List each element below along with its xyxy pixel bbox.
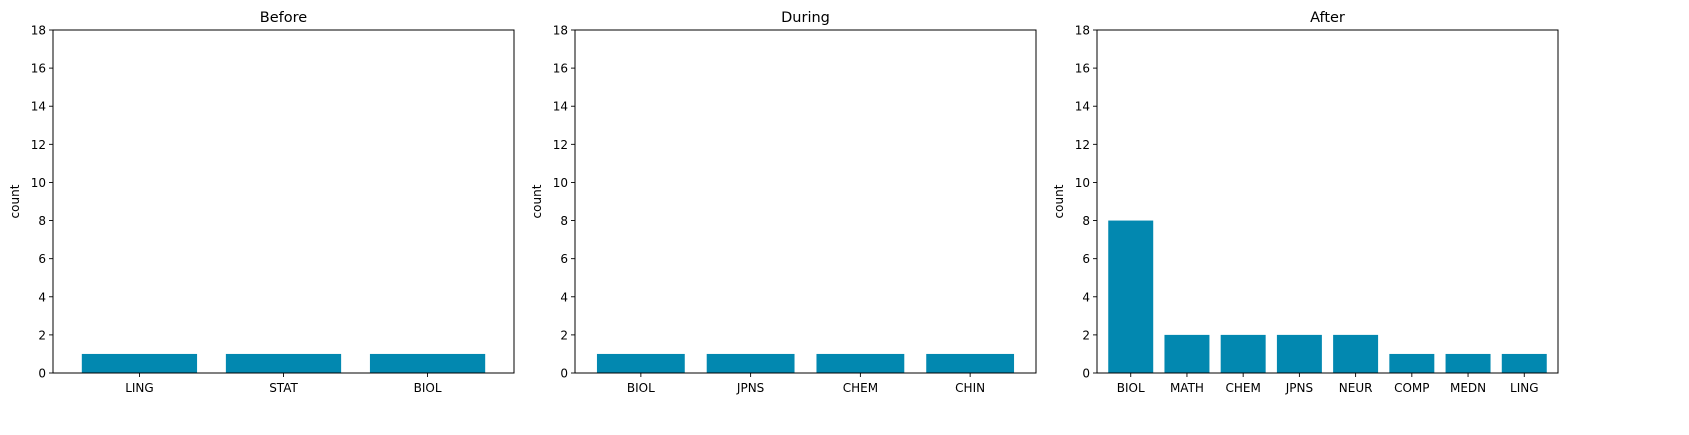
x-tick-label: NEUR [1339,381,1373,395]
x-tick-label: CHEM [843,381,878,395]
chart-title: During [781,10,830,26]
bar-comp [1389,353,1435,373]
y-tick-label: 0 [1082,367,1090,381]
chart-panel-3: After count 0 2 4 6 8 10 12 14 16 18 BIOL MATH CHEM JPN… [1052,10,1559,395]
y-tick-label: 6 [1082,252,1090,266]
y-tick-label: 10 [1075,176,1090,190]
y-tick-label: 8 [1082,214,1090,228]
y-tick-label: 16 [1075,62,1090,76]
bar-biol [1108,220,1154,373]
x-tick-label: JPNS [736,381,764,395]
x-tick-label: CHIN [955,381,985,395]
y-tick-label: 18 [31,24,46,38]
x-tick-label: MATH [1170,381,1204,395]
chart-title: Before [260,10,307,26]
y-tick-label: 4 [38,290,46,304]
bar-biol [369,353,486,373]
bar-chin [926,353,1015,373]
y-tick-label: 8 [560,214,568,228]
chart-panel-2: During count 0 2 4 6 8 10 12 14 16 18 BIOL JPNS CHEM CH… [530,10,1037,395]
x-tick-label: JPNS [1285,381,1313,395]
bar-ling [1501,353,1547,373]
y-tick-label: 12 [31,138,46,152]
y-tick-label: 18 [1075,24,1090,38]
y-tick-label: 2 [38,328,46,342]
y-tick-label: 2 [1082,328,1090,342]
x-tick-label: STAT [269,381,298,395]
y-tick-label: 6 [560,252,568,266]
chart-title: After [1310,10,1345,26]
x-tick-label: LING [125,381,154,395]
y-axis-label: count [8,184,22,218]
bar-jpns [706,353,795,373]
y-axis-label: count [530,184,544,218]
plot-frame [574,29,1037,374]
y-tick-label: 6 [38,252,46,266]
x-tick-label: MEDN [1450,381,1486,395]
y-tick-label: 4 [1082,290,1090,304]
bar-jpns [1276,334,1322,373]
y-tick-label: 14 [31,100,46,114]
bar-stat [225,353,342,373]
x-tick-label: CHEM [1225,381,1260,395]
x-tick-label: BIOL [414,381,442,395]
bar-neur [1333,334,1379,373]
y-tick-label: 16 [31,62,46,76]
y-tick-label: 16 [553,62,568,76]
y-tick-label: 0 [560,367,568,381]
y-tick-label: 14 [1075,100,1090,114]
y-tick-label: 8 [38,214,46,228]
y-axis-label: count [1052,184,1066,218]
y-tick-label: 2 [560,328,568,342]
y-tick-label: 10 [553,176,568,190]
bar-chem [816,353,905,373]
x-tick-label: LING [1510,381,1539,395]
bar-biol [596,353,685,373]
y-tick-label: 10 [31,176,46,190]
chart-panel-1: Before count 0 2 4 6 8 10 12 14 16 18 LING STAT BIOL [8,10,515,395]
x-tick-label: COMP [1394,381,1429,395]
plot-frame [52,29,515,374]
bar-math [1164,334,1210,373]
bar-chem [1220,334,1266,373]
y-tick-label: 18 [553,24,568,38]
y-tick-label: 4 [560,290,568,304]
x-tick-label: BIOL [1117,381,1145,395]
bar-ling [81,353,198,373]
y-tick-label: 12 [1075,138,1090,152]
bar-medn [1445,353,1491,373]
y-tick-label: 12 [553,138,568,152]
plot-frame [1096,29,1559,374]
y-tick-label: 0 [38,367,46,381]
x-tick-label: BIOL [627,381,655,395]
y-tick-label: 14 [553,100,568,114]
